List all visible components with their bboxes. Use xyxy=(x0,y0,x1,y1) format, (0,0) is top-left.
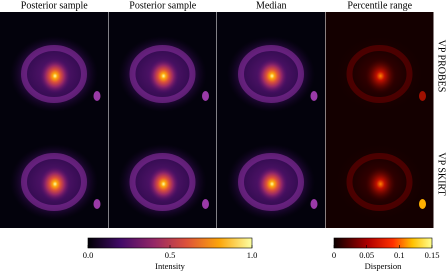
image-panel xyxy=(108,120,217,228)
image-panel xyxy=(0,12,108,120)
image-panel xyxy=(108,12,217,120)
galaxy-core xyxy=(39,166,71,202)
colorbar xyxy=(333,237,433,249)
galaxy-core xyxy=(39,58,71,94)
galaxy-core xyxy=(256,58,288,94)
companion xyxy=(93,199,101,209)
spiral-ring xyxy=(346,45,413,103)
galaxy-core xyxy=(364,58,397,94)
galaxy-core xyxy=(364,166,397,202)
galaxy-core xyxy=(147,58,180,94)
image-panel xyxy=(0,120,108,228)
colorbar-tick-label: 0 xyxy=(332,250,336,260)
spiral-ring xyxy=(238,153,304,211)
colorbar-tick-label: 0.0 xyxy=(83,250,94,260)
image-panel xyxy=(325,12,434,120)
spiral-ring xyxy=(238,45,304,103)
colorbar-tick-label: 0.5 xyxy=(165,250,176,260)
companion xyxy=(202,199,209,209)
image-panel xyxy=(217,120,325,228)
colorbar-tick-label: 1.0 xyxy=(247,250,258,260)
image-panel xyxy=(217,12,325,120)
colorbar-label: Dispersion xyxy=(365,261,403,271)
image-panel xyxy=(325,120,434,228)
colorbar-tick-label: 0.1 xyxy=(394,250,405,260)
column-title: Posterior sample xyxy=(129,0,196,11)
colorbar-label: Intensity xyxy=(155,261,185,271)
spiral-ring xyxy=(129,45,196,103)
spiral-ring xyxy=(21,45,87,103)
column-title: Median xyxy=(256,0,287,11)
spiral-ring xyxy=(21,153,87,211)
column-title: Posterior sample xyxy=(21,0,88,11)
galaxy-core xyxy=(147,166,180,202)
companion xyxy=(310,199,318,209)
row-label: VP SKIRT xyxy=(436,152,447,195)
companion xyxy=(419,199,426,209)
galaxy-core xyxy=(256,166,288,202)
column-title: Percentile range xyxy=(347,0,412,11)
spiral-ring xyxy=(346,153,413,211)
companion xyxy=(310,91,318,101)
companion xyxy=(93,91,101,101)
colorbar-tick-label: 0.15 xyxy=(425,250,440,260)
spiral-ring xyxy=(129,153,196,211)
companion xyxy=(202,91,209,101)
companion xyxy=(419,91,426,101)
row-label: VP PROBES xyxy=(436,40,447,93)
colorbar-tick-label: 0.05 xyxy=(359,250,374,260)
